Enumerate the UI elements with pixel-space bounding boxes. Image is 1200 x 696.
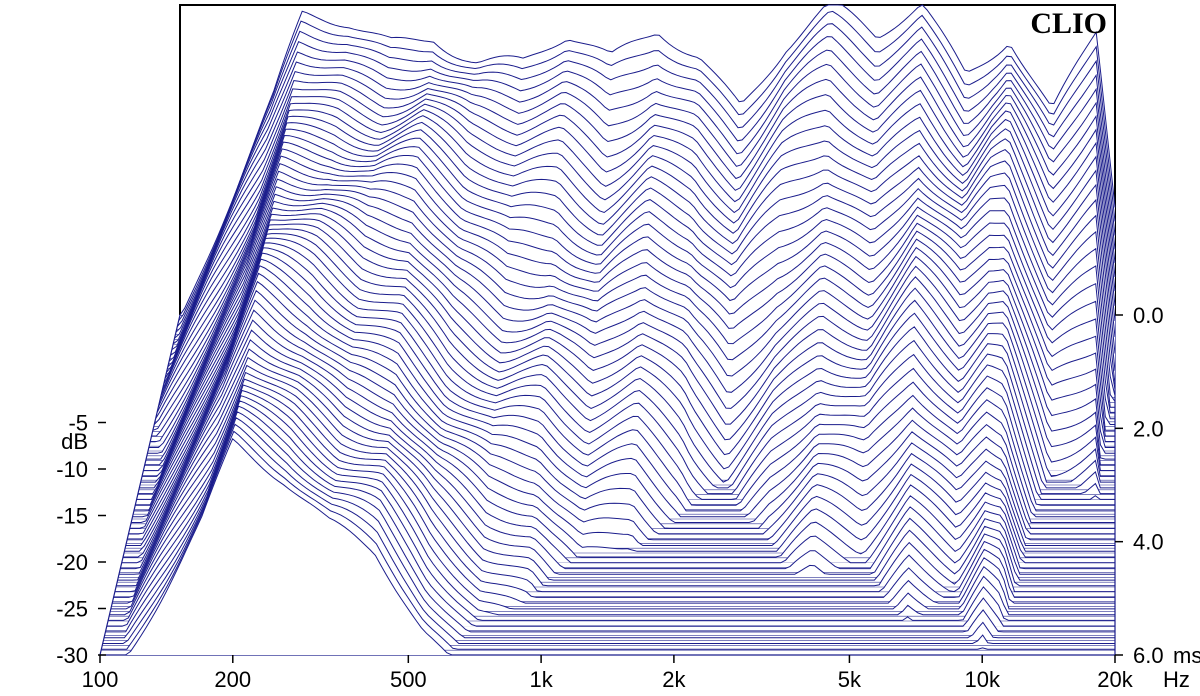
- z-tick-label: -15: [56, 504, 88, 529]
- y-tick-label: 0.0: [1133, 303, 1164, 328]
- waterfall-plot: 1002005001k2k5k10k20kHz0.02.04.06.0ms-5-…: [0, 0, 1200, 696]
- z-tick-label: -25: [56, 597, 88, 622]
- z-tick-label: -10: [56, 457, 88, 482]
- y-tick-label: 2.0: [1133, 416, 1164, 441]
- x-tick-label: 100: [82, 667, 119, 692]
- x-tick-label: 200: [214, 667, 251, 692]
- x-tick-label: 1k: [529, 667, 553, 692]
- y-tick-label: 4.0: [1133, 530, 1164, 555]
- x-tick-label: 2k: [662, 667, 686, 692]
- y-axis: 0.0 2.0 4.0 6.0 ms: [1115, 303, 1200, 668]
- x-axis: 100 200 500 1k 2k 5k 10k 20k Hz: [82, 655, 1190, 692]
- z-axis-label: dB: [61, 429, 88, 454]
- waterfall-slices: [100, 5, 1115, 655]
- z-axis: -5-10-15-20-25-30dB: [56, 330, 114, 668]
- z-tick-label: -20: [56, 550, 88, 575]
- x-tick-label: 20k: [1097, 667, 1133, 692]
- x-tick-label: 5k: [838, 667, 862, 692]
- brand-label: CLIO: [1030, 7, 1107, 40]
- y-tick-label: 6.0: [1133, 643, 1164, 668]
- z-tick-label: -30: [56, 643, 88, 668]
- x-tick-label: 500: [390, 667, 427, 692]
- x-axis-label: Hz: [1163, 667, 1190, 692]
- x-tick-label: 10k: [964, 667, 1000, 692]
- y-axis-label: ms: [1173, 643, 1200, 668]
